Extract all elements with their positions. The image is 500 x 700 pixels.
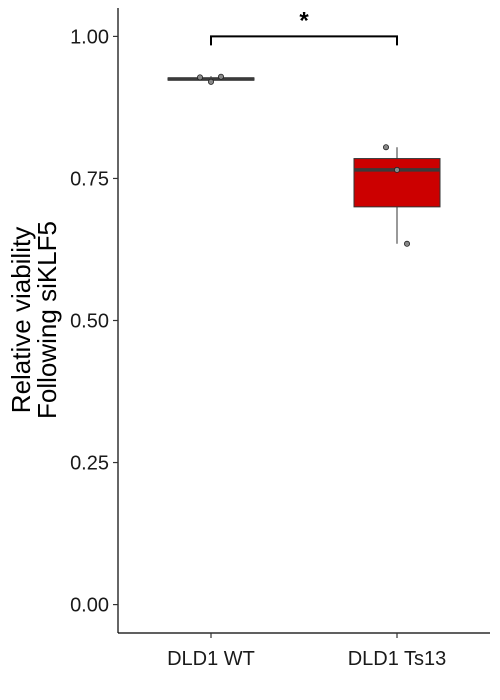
- y-tick-label: 0.50: [70, 311, 109, 333]
- significance-label: *: [299, 7, 309, 34]
- x-tick-label: DLD1 WT: [167, 648, 255, 670]
- data-point: [217, 73, 224, 80]
- x-tick-label: DLD1 Ts13: [348, 648, 447, 670]
- data-point: [196, 74, 203, 81]
- box-body: [353, 158, 441, 208]
- data-point: [207, 78, 214, 85]
- y-axis-title: Relative viability Following siKLF5: [6, 221, 62, 419]
- y-axis-title-line-1: Relative viability: [6, 227, 36, 413]
- y-tick-label: 0.00: [70, 595, 109, 617]
- data-point: [403, 240, 410, 247]
- y-tick-label: 0.25: [70, 453, 109, 475]
- data-point: [393, 166, 400, 173]
- plot-area: 0.00 0.25 0.50 0.75 1.00 DLD1 WT DLD1 Ts13 *: [70, 7, 490, 670]
- data-point: [382, 144, 389, 151]
- y-tick-label: 0.75: [70, 168, 109, 190]
- significance-bracket: [210, 35, 398, 46]
- y-axis-title-line-2: Following siKLF5: [32, 221, 62, 419]
- y-tick-label: 1.00: [70, 26, 109, 48]
